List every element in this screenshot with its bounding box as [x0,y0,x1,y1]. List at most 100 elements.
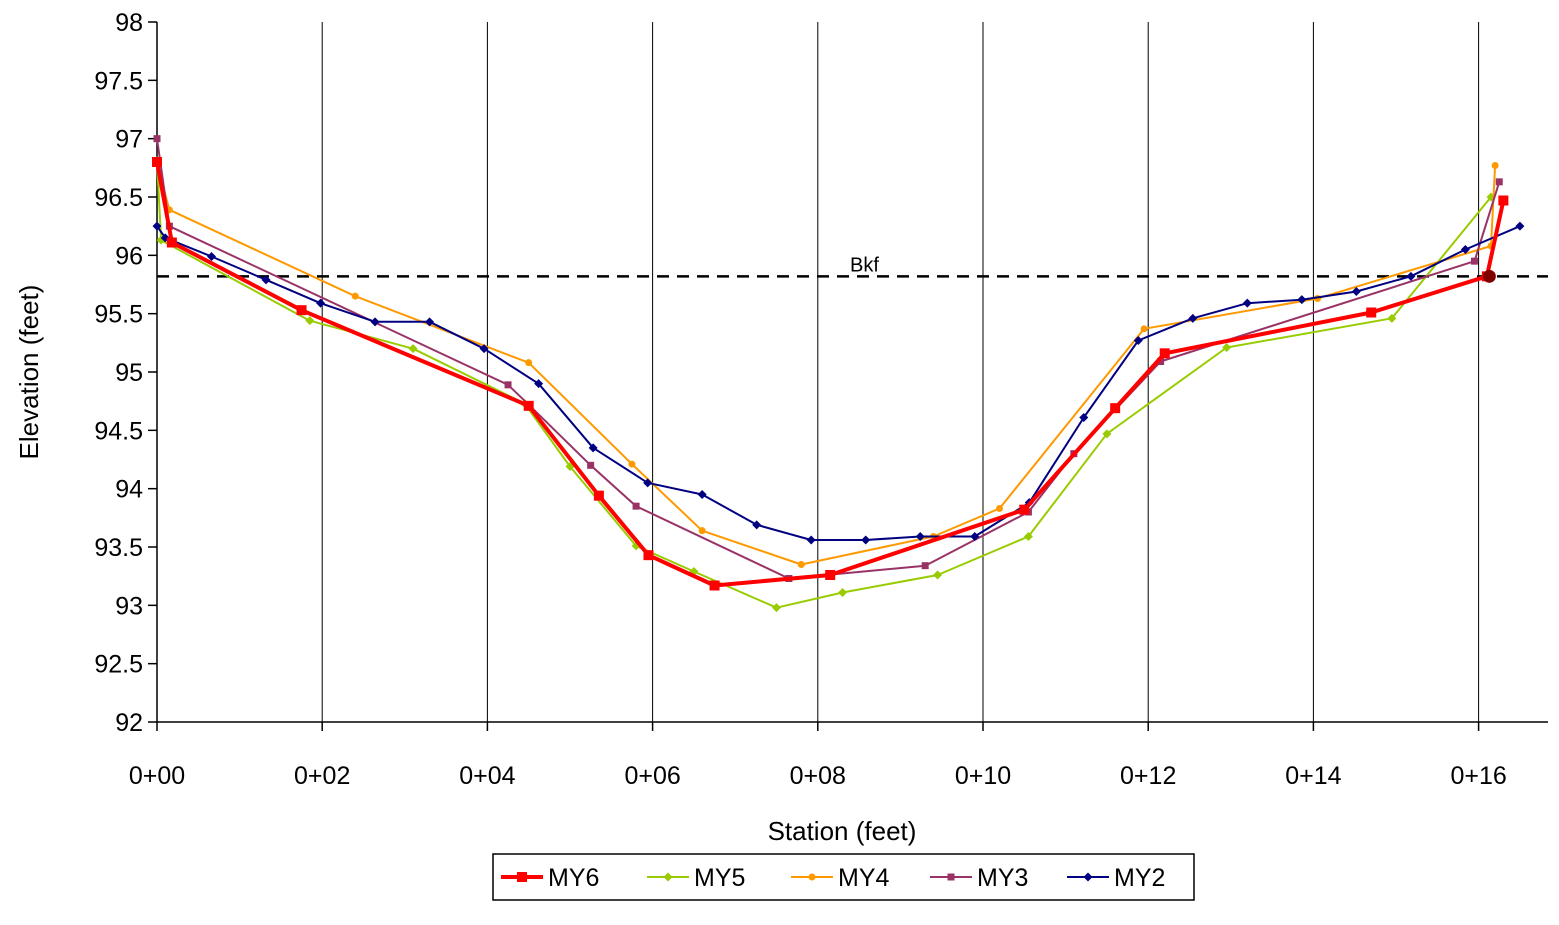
bankfull-marker [1482,269,1496,283]
data-point-my2 [588,443,598,453]
data-point-my2 [261,275,271,285]
data-point-my4 [1140,325,1148,333]
x-tick-label: 0+10 [955,762,1011,790]
data-point-my6 [1159,348,1170,359]
data-point-my6 [825,570,836,580]
y-tick-label: 94 [115,476,143,504]
y-tick-label: 93.5 [94,534,143,562]
data-point-my2 [370,317,380,327]
data-point-my6 [1498,195,1509,206]
data-point-my3 [632,502,640,510]
data-point-my3 [1470,257,1478,265]
data-point-my2 [915,532,925,541]
legend-marker-my4 [808,873,816,881]
data-point-my2 [970,532,980,541]
legend-label-my4: MY4 [838,864,890,892]
data-point-my2 [152,221,162,231]
data-point-my6 [152,157,162,167]
data-point-my3 [1495,178,1503,186]
data-point-my4 [996,505,1004,512]
legend-label-my3: MY3 [977,864,1028,892]
y-tick-label: 96 [115,242,143,270]
data-point-my4 [628,460,636,468]
x-tick-label: 0+02 [294,762,350,790]
data-point-my2 [1242,298,1252,308]
data-point-my3 [921,562,929,570]
data-point-my2 [316,298,326,308]
data-point-my6 [296,305,307,316]
data-point-my5 [1023,532,1033,541]
data-point-my3 [504,381,512,389]
data-point-my2 [425,317,435,327]
data-point-my6 [1366,307,1377,318]
data-point-my2 [1297,295,1307,305]
x-tick-label: 0+00 [129,762,185,790]
y-tick-label: 95 [115,359,143,387]
legend-marker-my5 [663,872,673,882]
data-point-my3 [587,461,595,469]
data-point-my2 [1406,271,1416,281]
data-point-my5 [1387,313,1397,323]
data-point-my4 [525,359,533,367]
legend-marker-my3 [947,873,955,881]
data-point-my5 [1222,343,1232,352]
data-point-my2 [207,252,217,261]
data-point-my6 [166,237,177,248]
data-point-my4 [1491,162,1499,169]
data-point-my4 [698,527,706,535]
data-point-my2 [1351,287,1361,296]
data-point-my5 [772,603,781,613]
data-point-my3 [153,135,161,143]
y-axis-title: Elevation (feet) [14,285,44,460]
data-point-my5 [305,316,315,326]
legend-label-my2: MY2 [1114,864,1165,892]
series-line-my2 [156,225,1521,541]
data-point-my3 [1157,358,1165,365]
data-point-my6 [1019,504,1030,515]
data-point-my5 [933,570,943,580]
x-tick-label: 0+04 [459,762,515,790]
data-point-my2 [697,490,707,499]
data-point-my6 [709,580,720,591]
data-point-my2 [479,344,489,354]
series-line-my3 [156,138,1501,580]
x-tick-label: 0+12 [1120,762,1176,790]
x-tick-label: 0+06 [624,762,680,790]
data-point-my6 [643,550,654,561]
x-tick-label: 0+14 [1285,762,1341,790]
data-point-my2 [752,520,762,530]
data-point-my4 [351,292,359,300]
data-point-my2 [1079,413,1089,422]
y-tick-label: 94.5 [94,417,143,445]
x-tick-label: 0+08 [790,762,846,790]
series-line-my4 [156,162,1497,566]
data-point-my2 [1133,336,1143,345]
legend-label-my5: MY5 [694,864,745,892]
y-tick-label: 97 [115,126,143,154]
legend-label-my6: MY6 [548,864,599,892]
x-tick-label: 0+16 [1450,762,1506,790]
data-point-my2 [861,535,871,545]
series-line-my6 [155,161,1506,588]
y-tick-label: 98 [115,9,143,37]
data-point-my4 [797,561,805,568]
y-tick-label: 95.5 [94,301,143,329]
data-point-my2 [1515,221,1525,231]
y-tick-label: 92 [115,709,143,737]
data-point-my5 [408,344,418,354]
legend-marker-my2 [1083,872,1093,882]
y-tick-label: 93 [115,592,143,620]
legend-marker-my6 [517,872,527,882]
data-point-my2 [1460,245,1470,254]
y-tick-label: 92.5 [94,651,143,679]
bankfull-label: Bkf [850,254,879,276]
data-point-my2 [1188,313,1198,323]
y-tick-label: 96.5 [94,184,143,212]
data-point-my6 [593,490,604,501]
data-point-my5 [838,588,848,597]
data-point-my2 [643,478,653,488]
x-axis-title: Station (feet) [768,816,917,846]
data-point-my5 [1102,429,1112,439]
